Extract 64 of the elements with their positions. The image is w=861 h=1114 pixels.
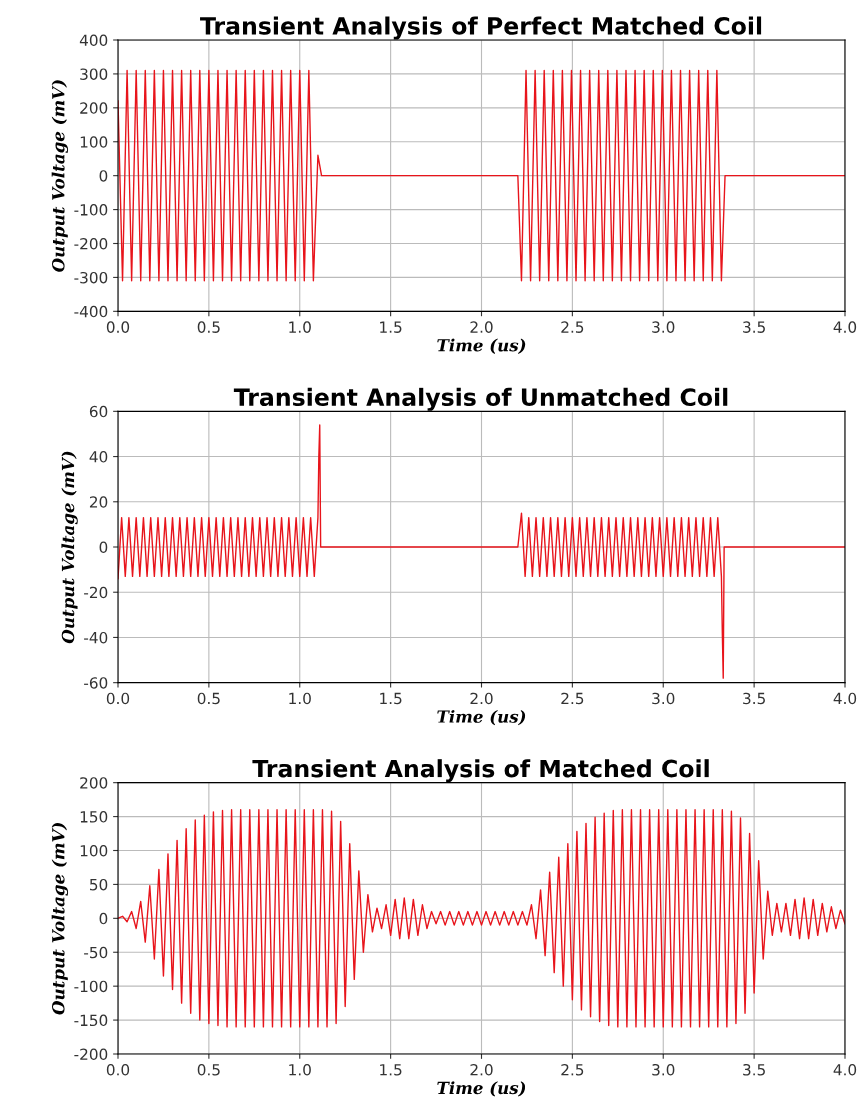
x-tick-label: 1.0 (289, 1063, 311, 1076)
y-tick-label: -100 (74, 204, 108, 216)
x-tick-label: 3.5 (743, 1063, 765, 1076)
x-axis-title: Time (us) (437, 338, 526, 354)
y-tick-label: -100 (74, 980, 108, 993)
x-tick-label: 4.0 (833, 1063, 857, 1076)
y-axis-title: Output Voltage (mV) (51, 80, 69, 272)
y-tick-label: 300 (80, 68, 108, 80)
line-series (118, 809, 845, 1028)
x-axis-title: Time (us) (437, 709, 526, 726)
x-tick-label: 0.0 (106, 321, 130, 333)
x-tick-label: 3.0 (652, 321, 675, 333)
y-tick-label: 0 (99, 170, 108, 182)
x-tick-label: 2.0 (470, 321, 493, 333)
y-tick-label: 0 (99, 541, 108, 554)
y-tick-label: 200 (80, 777, 108, 789)
x-tick-label: 0.5 (197, 321, 220, 333)
y-tick-label: 0 (99, 912, 108, 925)
x-tick-label: 1.5 (380, 1064, 402, 1076)
y-tick-label: -400 (74, 305, 108, 318)
y-tick-label: -40 (84, 631, 108, 644)
x-tick-label: 2.5 (561, 692, 584, 705)
x-tick-label: 2.5 (561, 1063, 584, 1076)
y-tick-label: 20 (89, 496, 108, 508)
line-series (118, 424, 845, 679)
line-series (118, 69, 845, 282)
x-tick-label: 2.0 (470, 1063, 493, 1076)
y-tick-label: -50 (84, 946, 108, 959)
x-tick-label: 3.0 (652, 1063, 675, 1076)
x-tick-label: 1.0 (289, 321, 311, 333)
x-tick-label: 1.5 (380, 321, 402, 333)
y-tick-label: 200 (80, 102, 108, 114)
x-tick-label: 0.0 (106, 692, 130, 705)
y-axis-title: Output Voltage (mV) (61, 451, 78, 644)
chart-title: Transient Analysis of Matched Coil (252, 759, 709, 783)
y-tick-label: -200 (74, 237, 108, 250)
x-tick-label: 0.5 (197, 692, 220, 705)
y-tick-label: 400 (79, 34, 108, 47)
y-tick-label: 40 (89, 451, 108, 463)
x-tick-label: 0.0 (106, 1063, 130, 1076)
y-tick-label: -300 (74, 271, 108, 284)
y-tick-label: -20 (84, 586, 108, 599)
x-tick-label: 2.5 (561, 321, 584, 333)
x-tick-label: 4.0 (833, 692, 857, 705)
x-tick-label: 2.0 (470, 692, 493, 705)
y-tick-label: 100 (80, 136, 108, 148)
x-tick-label: 1.0 (289, 692, 311, 705)
x-tick-label: 4.0 (833, 321, 857, 333)
y-tick-label: -150 (74, 1014, 108, 1027)
x-tick-label: 3.5 (743, 692, 765, 705)
x-tick-label: 3.5 (743, 321, 765, 333)
x-axis-title: Time (us) (437, 1081, 526, 1097)
chart-title: Transient Analysis of Unmatched Coil (233, 387, 728, 411)
y-tick-label: 60 (89, 405, 108, 418)
y-tick-label: 100 (80, 844, 108, 857)
x-tick-label: 0.5 (197, 1063, 220, 1076)
y-tick-label: -60 (84, 677, 108, 689)
y-tick-label: 150 (80, 811, 108, 823)
x-tick-label: 1.5 (380, 692, 402, 705)
y-tick-label: 50 (90, 878, 108, 891)
chart-title: Transient Analysis of Perfect Matched Coil (200, 16, 762, 40)
y-tick-label: -200 (74, 1048, 108, 1061)
x-tick-label: 3.0 (652, 692, 675, 705)
y-axis-title: Output Voltage (mV) (51, 823, 69, 1015)
